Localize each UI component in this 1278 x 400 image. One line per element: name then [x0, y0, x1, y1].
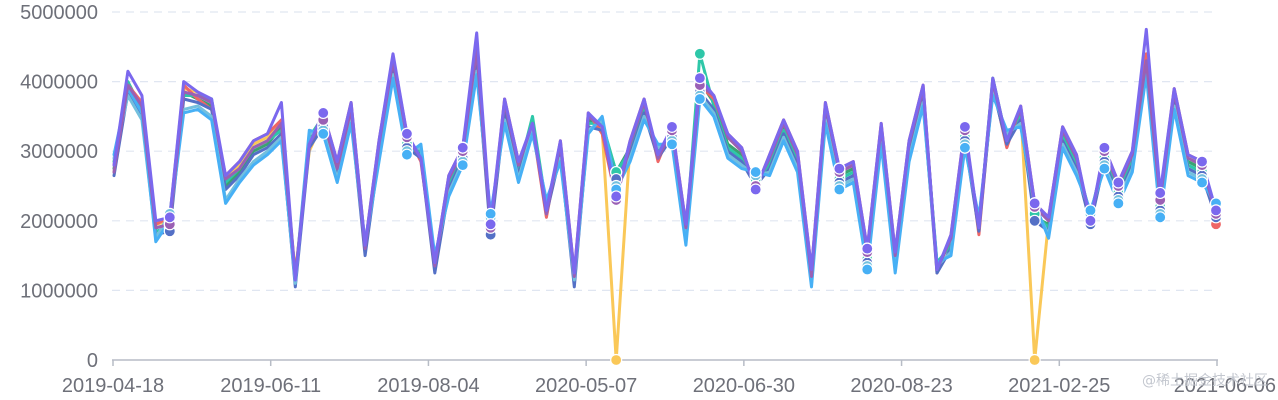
data-point-marker [693, 72, 706, 85]
data-point-marker [958, 120, 972, 133]
data-point-marker [833, 183, 846, 196]
data-point-marker [1084, 204, 1097, 217]
data-point-marker [665, 120, 679, 133]
data-point-marker [163, 211, 176, 224]
data-point-marker [610, 353, 623, 367]
data-point-marker [456, 141, 469, 154]
data-point-marker [317, 127, 330, 140]
data-point-marker [484, 218, 497, 231]
y-tick-label: 3000000 [20, 141, 98, 163]
data-point-marker [665, 138, 679, 151]
y-tick-label: 2000000 [20, 211, 98, 233]
data-point-marker [693, 47, 706, 60]
data-point-marker [693, 92, 706, 106]
data-point-marker [958, 141, 972, 154]
data-point-marker [1154, 211, 1167, 224]
data-point-marker [400, 148, 414, 161]
data-point-marker [1028, 214, 1041, 227]
data-point-marker [749, 165, 762, 179]
watermark-text: @稀土掘金技术社区 [1142, 373, 1268, 389]
y-tick-label: 4000000 [20, 72, 98, 94]
y-tick-label: 1000000 [20, 280, 98, 302]
data-point-marker [1084, 214, 1097, 227]
data-point-marker [1028, 353, 1041, 367]
data-point-marker [1098, 141, 1111, 154]
data-point-marker [749, 183, 762, 196]
data-point-marker [1028, 197, 1041, 210]
data-point-marker [1112, 197, 1125, 210]
data-point-marker [1154, 186, 1167, 200]
data-point-marker [610, 190, 623, 203]
x-tick-label: 2019-08-04 [377, 375, 479, 397]
series-line [112, 59, 1218, 289]
grid-lines [112, 11, 1218, 291]
data-point-marker [484, 207, 497, 220]
series-line [112, 27, 1218, 282]
data-point-marker [1195, 155, 1209, 168]
x-tick-label: 2020-05-07 [535, 375, 637, 397]
data-point-marker [1195, 176, 1209, 189]
series-lines [112, 27, 1223, 367]
series-line [112, 69, 1218, 285]
x-tick-label: 2019-04-18 [62, 375, 164, 397]
data-point-marker [400, 127, 414, 140]
data-point-marker [833, 162, 846, 175]
tick-labels: 0 1000000 2000000 3000000 4000000 5000000 2019… [20, 2, 1276, 397]
x-tick-label: 2019-06-11 [220, 375, 321, 397]
series-line [112, 52, 1218, 282]
x-tick-label: 2021-06-06 [1174, 375, 1276, 397]
series-line [112, 52, 1218, 285]
x-tick-label: 2020-06-30 [693, 375, 795, 397]
y-tick-label: 5000000 [20, 2, 98, 24]
axes [112, 359, 1218, 366]
data-point-marker [317, 106, 330, 120]
x-tick-label: 2020-08-23 [850, 375, 952, 397]
data-point-marker [456, 159, 469, 172]
data-point-marker [1112, 176, 1125, 189]
y-tick-label: 0 [87, 350, 98, 372]
data-point-marker [1098, 162, 1111, 175]
data-point-marker [861, 263, 874, 276]
data-point-marker [861, 242, 874, 255]
x-tick-label: 2021-02-25 [1008, 375, 1110, 397]
series-line [112, 48, 1218, 278]
data-point-marker [1209, 204, 1223, 217]
